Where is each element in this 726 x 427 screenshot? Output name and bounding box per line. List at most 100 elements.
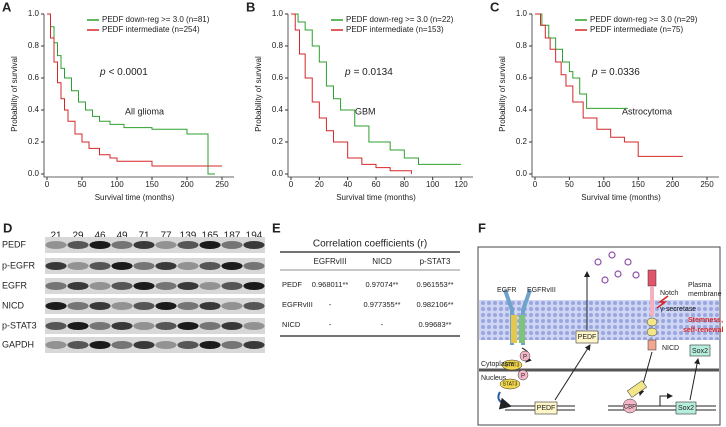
y-tick-label: 0.8 [28, 41, 40, 50]
band [89, 322, 111, 330]
band [243, 282, 265, 290]
x-axis-label: Survival time (months) [95, 193, 175, 202]
legend-label: PEDF down-reg >= 3.0 (n=81) [102, 15, 210, 24]
y-tick-label: 0.2 [516, 137, 528, 146]
stat3 [501, 359, 523, 371]
p-symbol: p [591, 67, 598, 78]
cell: 0.97074** [366, 280, 399, 289]
gene [534, 401, 558, 415]
legend-label: PEDF intermediate (n=254) [102, 25, 200, 34]
band [155, 341, 177, 349]
legend-label: PEDF intermediate (n=153) [346, 25, 444, 34]
legend-label: PEDF intermediate (n=75) [590, 25, 683, 34]
lane-label: 46 [94, 231, 106, 242]
receptor [511, 315, 517, 343]
label: STAT3 [505, 362, 520, 368]
cell: - [329, 300, 332, 309]
pathway-diagram: F EGFR EGFRvIII STAT3 P Cytoplasm Nucleu… [477, 220, 724, 426]
km-charts: A0.00.20.40.60.81.00 50 100 150 200 250Surviv… [2, 0, 719, 202]
band [243, 262, 265, 270]
phospho [519, 350, 531, 362]
band [67, 302, 89, 310]
y-tick-label: 0.4 [516, 105, 528, 114]
band [89, 262, 111, 270]
band [199, 302, 221, 310]
panel-letter: A [2, 0, 12, 14]
band [67, 322, 89, 330]
row-label: NICD [2, 300, 24, 310]
panel-letter: E [272, 220, 281, 235]
p-text: = 0.0336 [601, 67, 641, 78]
band [45, 341, 67, 349]
band [221, 262, 243, 270]
p-symbol: p [344, 67, 351, 78]
label: P [521, 374, 525, 380]
label: EGFR [497, 287, 516, 294]
table-title: Correlation coefficients (r) [313, 239, 427, 250]
band [111, 262, 133, 270]
lane-label: 71 [138, 231, 150, 242]
x-tick-label: 250 [700, 180, 714, 189]
band [155, 262, 177, 270]
row-label: p-EGFR [2, 260, 36, 270]
band [177, 241, 199, 249]
label: γ-secretase [660, 306, 696, 313]
band [67, 262, 89, 270]
label: EGFRvIII [527, 287, 556, 294]
label: PEDF [537, 405, 556, 412]
band [155, 241, 177, 249]
y-axis-label: Probability of survival [254, 56, 263, 132]
panel-letter: F [478, 220, 486, 235]
band [45, 322, 67, 330]
row-header: PEDF [282, 280, 302, 289]
arrow [497, 391, 512, 410]
x-tick-label: 20 [315, 180, 324, 189]
y-tick-label: 0.0 [272, 169, 284, 178]
p-value: p = 0.0336 [591, 67, 640, 78]
blot-strip [45, 278, 265, 294]
band [199, 282, 221, 290]
lane-label: 21 [50, 231, 62, 242]
cbp [622, 398, 638, 414]
band [221, 282, 243, 290]
y-tick-label: 0.8 [272, 41, 284, 50]
ligands [594, 251, 640, 284]
survival-curve [291, 13, 412, 174]
cell: 0.99683** [419, 320, 452, 329]
subtitle: GBM [355, 106, 376, 116]
label: self-renewal [683, 327, 724, 334]
band [133, 282, 155, 290]
y-tick-label: 0.4 [272, 105, 284, 114]
survival-curve [47, 13, 215, 175]
band [111, 302, 133, 310]
band [89, 241, 111, 249]
band [133, 262, 155, 270]
nicd [646, 327, 658, 337]
y-tick-label: 0.0 [516, 169, 528, 178]
y-tick-label: 1.0 [516, 9, 528, 18]
y-tick-label: 0.2 [28, 137, 40, 146]
band [221, 322, 243, 330]
p-text: < 0.0001 [109, 67, 149, 78]
panel-letter: B [246, 0, 255, 14]
label: NICD [662, 345, 679, 352]
x-axis-label: Survival time (months) [581, 193, 661, 202]
x-tick-label: 80 [400, 180, 409, 189]
band [111, 241, 133, 249]
axes [287, 14, 473, 178]
band [133, 322, 155, 330]
x-tick-label: 40 [343, 180, 352, 189]
cell: 0.982106** [416, 300, 453, 309]
western-blot: D 21 29 46 49 71 77 139 165 187 194 PEDF p-EGFR EGFR… [2, 220, 265, 353]
panel-letter: C [490, 0, 500, 14]
band [177, 282, 199, 290]
band [133, 302, 155, 310]
p-value: p = 0.0134 [344, 67, 393, 78]
x-tick-label: 0 [533, 180, 538, 189]
band [221, 241, 243, 249]
cleavage [656, 295, 669, 309]
lane-label: 187 [224, 231, 241, 242]
cell: 0.961553** [416, 280, 453, 289]
y-tick-label: 0.2 [272, 137, 284, 146]
